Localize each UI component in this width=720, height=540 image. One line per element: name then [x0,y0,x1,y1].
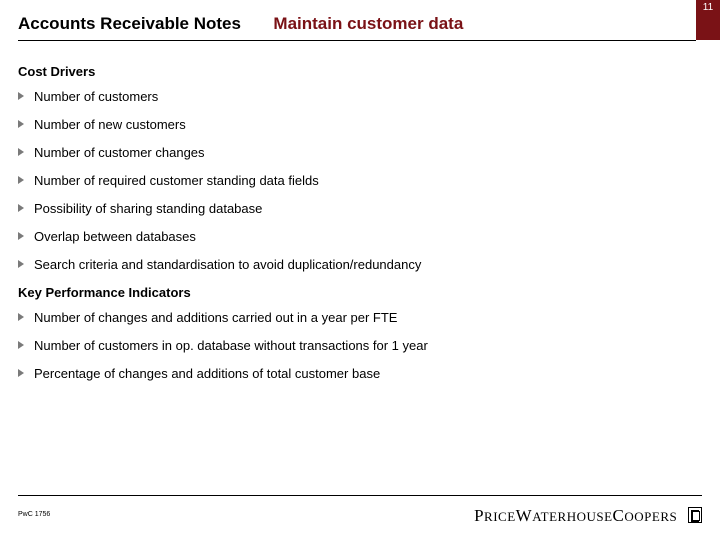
cost-drivers-list: Number of customers Number of new custom… [18,89,696,272]
header-section-title: Accounts Receivable Notes [18,14,241,34]
list-item: Number of customers in op. database with… [18,338,696,353]
slide: 11 Accounts Receivable Notes Maintain cu… [0,0,720,540]
list-item: Percentage of changes and additions of t… [18,366,696,381]
page-number: 11 [703,2,713,13]
slide-header: Accounts Receivable Notes Maintain custo… [18,14,696,41]
footer-logo: PRICEWATERHOUSECOOPERS [474,506,702,526]
slide-content: Cost Drivers Number of customers Number … [18,60,696,394]
list-item: Search criteria and standardisation to a… [18,257,696,272]
list-item: Number of customer changes [18,145,696,160]
list-item: Overlap between databases [18,229,696,244]
footer-rule [18,495,702,496]
footer-logo-text: PRICEWATERHOUSECOOPERS [474,506,677,525]
page-number-badge: 11 [696,0,720,40]
list-item: Possibility of sharing standing database [18,201,696,216]
footer-doc-id: PwC 1756 [18,511,50,518]
list-item: Number of customers [18,89,696,104]
list-item: Number of new customers [18,117,696,132]
kpi-list: Number of changes and additions carried … [18,310,696,381]
header-topic-title: Maintain customer data [273,14,463,34]
cost-drivers-heading: Cost Drivers [18,64,696,79]
list-item: Number of required customer standing dat… [18,173,696,188]
list-item: Number of changes and additions carried … [18,310,696,325]
kpi-heading: Key Performance Indicators [18,285,696,300]
footer-logo-mark-icon [688,507,702,523]
